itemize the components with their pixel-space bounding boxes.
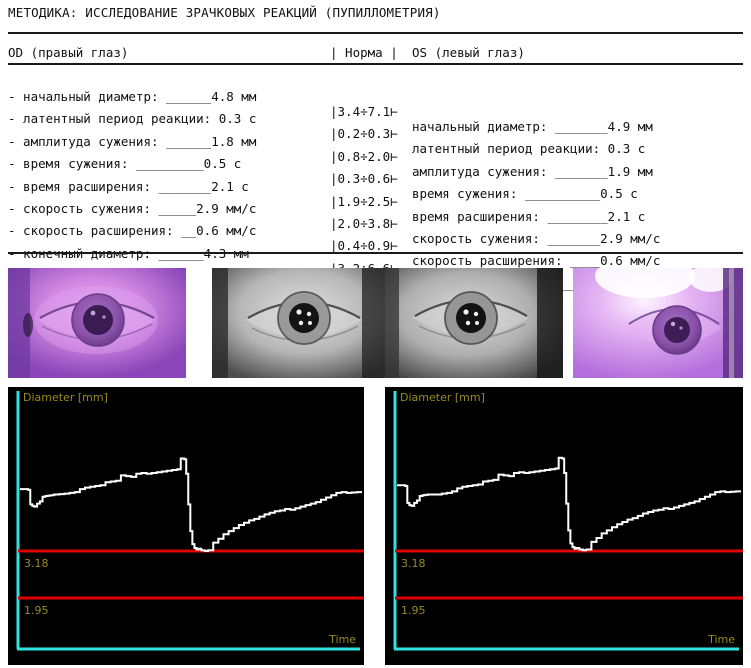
pupillogram-od-svg: Diameter [mm] 3.18 1.95 Time — [8, 387, 364, 665]
od-grayscale-eye-photo — [212, 268, 390, 378]
cell-norm-range: |1.9÷2.5⊢ — [330, 193, 398, 209]
threshold-label-upper: 3.18 — [401, 557, 426, 570]
cell-od-value: - латентный период реакции: 0.3 с — [8, 111, 257, 127]
y-axis-label: Diameter [mm] — [23, 391, 108, 404]
cell-os-value: время расширения: ________2.1 с — [412, 208, 646, 224]
measurements-table: - начальный диаметр: ______4.8 мм |3.4÷7… — [0, 71, 751, 291]
cell-os-value: скорость расширения: ____0.6 мм/с — [412, 253, 661, 269]
threshold-label-lower: 1.95 — [24, 604, 49, 617]
page-title: МЕТОДИКА: ИССЛЕДОВАНИЕ ЗРАЧКОВЫХ РЕАКЦИЙ… — [8, 5, 441, 20]
cell-od-value: - время расширения: _______2.1 с — [8, 178, 249, 194]
cell-os-value: начальный диаметр: _______4.9 мм — [412, 119, 653, 134]
od-infrared-eye-photo — [8, 268, 186, 378]
os-grayscale-eye-photo — [385, 268, 563, 378]
cell-norm-range: |0.4÷0.9⊢ — [330, 238, 398, 254]
pupillogram-chart-os[interactable]: Diameter [mm] 3.18 1.95 Time — [385, 387, 743, 665]
table-header-divider — [8, 63, 743, 65]
pupil-diameter-trace — [397, 456, 741, 552]
cell-norm-range: |0.3÷0.6⊢ — [330, 171, 398, 187]
table-row: - время расширения: _______2.1 с |1.9÷2.… — [0, 161, 751, 224]
cell-norm-range: |0.2÷0.3⊢ — [330, 126, 398, 142]
os-infrared-eye-photo — [573, 268, 743, 378]
column-header-od: OD (правый глаз) — [8, 45, 129, 60]
column-header-os: OS (левый глаз) — [412, 45, 525, 60]
table-row: - скорость расширения: __0.6 мм/с |0.4÷0… — [0, 205, 751, 268]
table-row: - латентный период реакции: 0.3 с |0.2÷0… — [0, 93, 751, 156]
table-row: - амплитуда сужения: ______1.8 мм |0.8÷2… — [0, 116, 751, 179]
y-axis-label: Diameter [mm] — [400, 391, 485, 404]
chart-background — [8, 387, 364, 665]
threshold-lines: 3.18 1.95 — [18, 549, 364, 617]
cell-od-value: - начальный диаметр: ______4.8 мм — [8, 89, 257, 104]
table-row: - начальный диаметр: ______4.8 мм |3.4÷7… — [0, 71, 751, 134]
threshold-label-upper: 3.18 — [24, 557, 49, 570]
cell-os-value: время сужения: __________0.5 с — [412, 186, 638, 202]
cell-od-value: - амплитуда сужения: ______1.8 мм — [8, 133, 257, 149]
threshold-label-lower: 1.95 — [401, 604, 426, 617]
threshold-lines: 3.18 1.95 — [395, 549, 743, 617]
table-row: - скорость сужения: _____2.9 мм/с |2.0÷3… — [0, 183, 751, 246]
cell-od-value: - скорость расширения: __0.6 мм/с — [8, 223, 257, 239]
pupil-diameter-trace — [20, 457, 362, 552]
x-axis-label: Time — [707, 633, 735, 646]
cell-norm-range: |3.4÷7.1⊢ — [330, 104, 398, 119]
cell-os-value: скорость сужения: _______2.9 мм/с — [412, 230, 661, 246]
eye-image-strip — [0, 268, 751, 378]
chart-background — [385, 387, 743, 665]
cell-norm-range: |2.0÷3.8⊢ — [330, 215, 398, 231]
pupillogram-os-svg: Diameter [mm] 3.18 1.95 Time — [385, 387, 743, 665]
column-header-norm: | Норма | — [330, 45, 398, 60]
x-axis-label: Time — [328, 633, 356, 646]
pupillogram-chart-od[interactable]: Diameter [mm] 3.18 1.95 Time — [8, 387, 364, 665]
table-row: - время сужения: _________0.5 с |0.3÷0.6… — [0, 138, 751, 201]
header-divider — [8, 32, 743, 34]
cell-os-value: латентный период реакции: 0.3 с — [412, 141, 646, 157]
table-bottom-divider — [8, 252, 743, 254]
cell-od-value: - скорость сужения: _____2.9 мм/с — [8, 200, 257, 216]
cell-os-value: амплитуда сужения: _______1.9 мм — [412, 163, 653, 179]
cell-norm-range: |0.8÷2.0⊢ — [330, 148, 398, 164]
cell-od-value: - время сужения: _________0.5 с — [8, 156, 242, 172]
table-row: - конечный диаметр: ______4.3 мм |3.2÷6.… — [0, 228, 751, 291]
